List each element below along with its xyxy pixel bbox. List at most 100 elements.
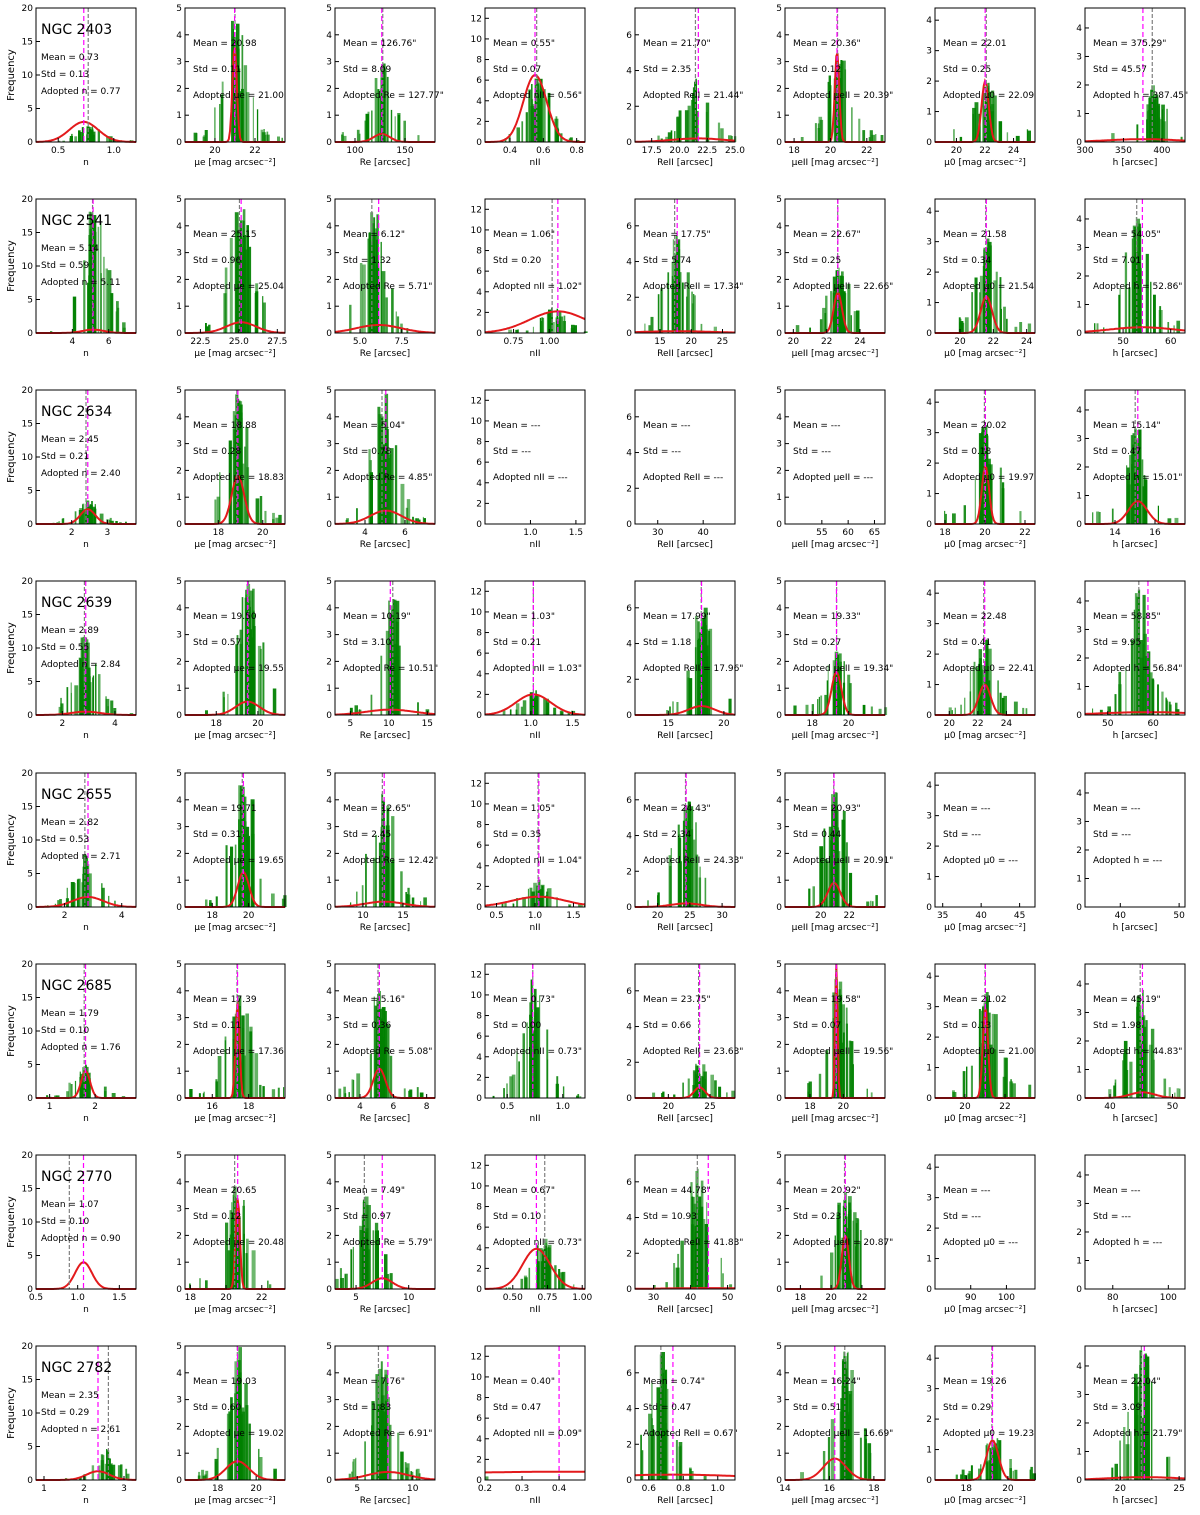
x-tick-label: 1.0 — [523, 528, 538, 538]
stat-adopted: Adopted μ0 = 19.23 — [943, 1429, 1034, 1439]
gaussian-fit-curve — [1085, 1476, 1186, 1481]
histogram-bar — [837, 851, 841, 907]
y-tick-label: 0 — [326, 1476, 332, 1486]
histogram-bar — [993, 95, 997, 142]
x-tick-label: 7.5 — [395, 337, 409, 347]
x-axis-label: μe [mag arcsec⁻²] — [194, 1496, 276, 1506]
stat-mean: Mean = --- — [793, 421, 841, 431]
histogram-bar — [237, 267, 240, 333]
y-tick-label: 0 — [326, 903, 332, 913]
y-tick-label: 0 — [476, 520, 482, 530]
histogram-bar — [1146, 111, 1148, 142]
x-axis-label: ReII [arcsec] — [657, 1496, 713, 1506]
stat-mean: Mean = --- — [943, 804, 991, 814]
histogram-bar — [1123, 1427, 1126, 1480]
stat-adopted: Adopted ReII = 24.33" — [643, 856, 743, 866]
histogram-bar — [687, 1078, 690, 1098]
histogram-bar — [373, 996, 375, 1098]
stat-std: Std = 0.66 — [643, 1021, 692, 1031]
y-tick-label: 0 — [926, 138, 932, 148]
x-axis-label: μe [mag arcsec⁻²] — [194, 158, 276, 168]
histogram-bar — [870, 706, 873, 715]
histogram-bar — [573, 325, 577, 333]
histogram-bar — [219, 104, 221, 142]
x-tick-label: 17.5 — [642, 146, 662, 156]
histogram-bar — [851, 107, 853, 142]
y-tick-label: 1 — [776, 684, 782, 694]
y-tick-label: 1 — [926, 681, 932, 691]
stat-std: Std = 0.57 — [193, 638, 241, 648]
histogram-bar — [676, 702, 679, 715]
y-tick-label: 6 — [476, 649, 482, 659]
histogram-bar — [542, 89, 546, 142]
histogram-bar — [193, 132, 198, 142]
gaussian-fit-curve — [484, 1247, 585, 1290]
stat-mean: Mean = --- — [1093, 1186, 1141, 1196]
histogram-bar — [830, 1419, 835, 1480]
y-tick-label: 0 — [176, 1285, 182, 1295]
histogram-bar — [383, 851, 387, 907]
histogram-bar — [1092, 708, 1094, 715]
stat-adopted: Adopted Re = 6.91" — [343, 1429, 432, 1439]
y-tick-label: 1 — [326, 1258, 332, 1268]
histogram-bar — [807, 1091, 810, 1098]
x-axis-label: nII — [529, 158, 540, 168]
histogram-bar — [244, 249, 248, 333]
histogram-bar — [644, 323, 646, 333]
histogram-bar — [714, 1080, 717, 1098]
histogram-bar — [545, 698, 549, 715]
histogram-bar — [380, 1411, 385, 1480]
histogram-bar — [811, 704, 814, 715]
histogram-bar — [1133, 609, 1136, 715]
stat-mean: Mean = 19.26 — [943, 1377, 1007, 1387]
stat-mean: Mean = 25.15 — [193, 230, 257, 240]
histogram-bar — [262, 642, 265, 715]
histogram-bar — [856, 310, 860, 333]
histogram-bar — [485, 1476, 489, 1480]
histogram-bar — [197, 1475, 201, 1480]
histogram-bar — [361, 885, 364, 907]
histogram-bar — [388, 659, 390, 715]
stat-std: Std = 0.27 — [793, 638, 841, 648]
x-axis-label: μe [mag arcsec⁻²] — [194, 731, 276, 741]
histogram-bar — [238, 785, 240, 907]
histogram-bar — [88, 1072, 91, 1098]
histogram-bar — [349, 304, 352, 333]
histogram-bar — [204, 130, 208, 142]
y-tick-label: 2 — [926, 77, 932, 87]
y-tick-label: 5 — [776, 1151, 782, 1161]
y-tick-label: 3 — [776, 1205, 782, 1215]
histogram-bar — [1029, 1469, 1031, 1480]
y-tick-label: 3 — [1076, 1390, 1082, 1400]
x-axis-label: nII — [529, 1305, 540, 1315]
x-tick-label: 22 — [844, 911, 855, 921]
histogram-bar — [653, 1285, 656, 1289]
stat-std: Std = 0.78 — [343, 447, 392, 457]
y-tick-label: 3 — [326, 1205, 332, 1215]
x-tick-label: 0.5 — [500, 1102, 514, 1112]
x-axis-label: ReII [arcsec] — [657, 1114, 713, 1124]
histogram-bar — [243, 1200, 245, 1289]
y-tick-label: 2 — [1076, 463, 1082, 473]
histogram-bar — [365, 113, 369, 142]
y-tick-label: 5 — [176, 960, 182, 970]
stat-mean: Mean = --- — [1093, 804, 1141, 814]
galaxy-name: NGC 2541 — [41, 213, 112, 229]
histogram-bar — [825, 1050, 829, 1098]
histogram-bar — [352, 1080, 355, 1098]
histogram-bar — [880, 135, 884, 142]
histogram-bar — [394, 116, 396, 142]
x-axis-label: nII — [529, 1114, 540, 1124]
histogram-bar — [652, 1425, 655, 1480]
y-tick-label: 2 — [1076, 272, 1082, 282]
histogram-bar — [1159, 119, 1163, 142]
histogram-bar — [841, 60, 844, 142]
x-tick-label: 20 — [243, 911, 255, 921]
histogram-bar — [385, 1024, 390, 1098]
axes-frame — [484, 963, 586, 1099]
stat-adopted: Adopted h = --- — [1093, 856, 1162, 866]
y-tick-label: 15 — [22, 420, 33, 430]
histogram-bar — [79, 1477, 82, 1480]
